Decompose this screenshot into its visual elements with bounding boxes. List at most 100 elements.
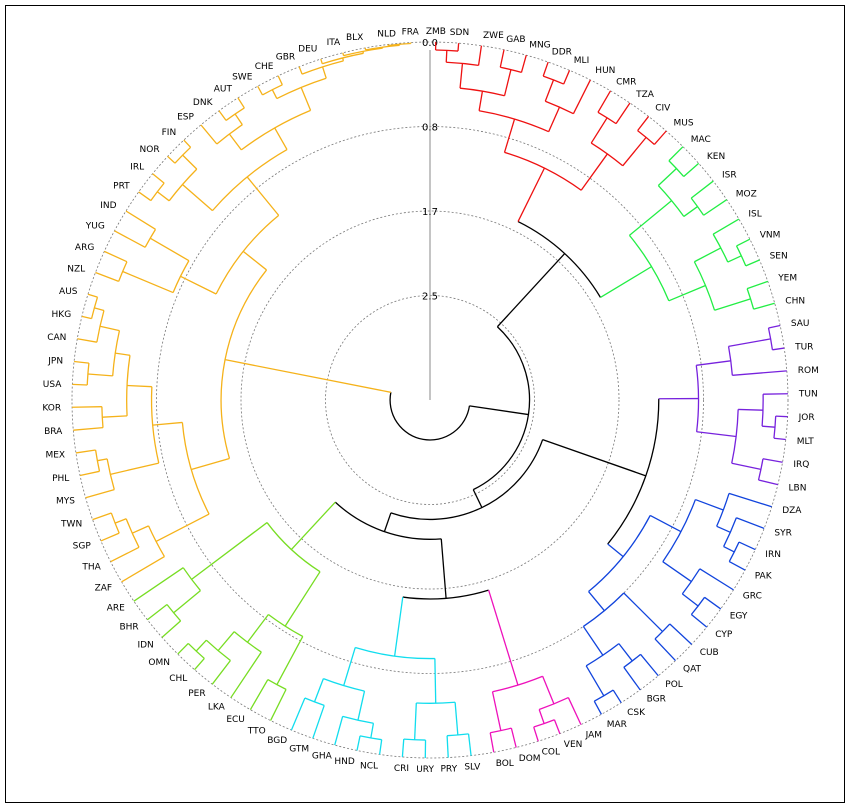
branch-segment [92,512,112,521]
leaf-label-sdn: SDN [450,28,469,38]
branch-segment [590,117,608,144]
branch-segment [472,489,483,508]
branch-arc [266,522,321,573]
leaf-label-fra: FRA [402,28,420,38]
branch-segment [156,191,170,202]
branch-arc [262,84,283,96]
branch-segment [276,636,304,685]
branch-arc [182,567,201,591]
leaf-label-isr: ISR [722,170,737,180]
branch-arc [504,151,582,191]
branch-arc [585,643,620,667]
branch-segment [459,63,464,89]
branch-segment [487,589,519,686]
leaf-label-twn: TWN [60,519,82,529]
leaf-label-tun: TUN [798,390,818,400]
leaf-label-ind: IND [100,201,116,211]
branch-arc [240,109,311,151]
branch-segment [567,697,582,725]
branch-segment [183,139,192,148]
branch-segment [467,733,472,756]
branch-segment [242,250,267,271]
leaf-label-mlt: MLT [797,437,815,447]
leaf-label-esp: ESP [177,112,194,122]
branch-arc [233,631,262,653]
branch-segment [269,689,287,721]
leaf-label-civ: CIV [655,104,671,114]
branch-arc [343,47,383,57]
branch-segment [477,45,483,66]
branch-segment [217,631,235,652]
branch-arc [106,458,115,490]
scale-ring [71,41,789,759]
leaf-label-qat: QAT [683,665,702,675]
branch-segment [155,513,210,543]
leaf-label-prt: PRT [113,182,130,192]
leaf-label-egy: EGY [730,611,748,621]
branch-segment [728,338,771,348]
leaf-label-ddr: DDR [552,48,572,58]
scale-tick-label: 2.5 [422,292,438,303]
branch-segment [542,61,549,77]
branch-arc [662,499,696,563]
leaf-label-mac: MAC [691,135,711,145]
branch-segment [161,620,182,638]
branch-segment [343,647,356,686]
branch-arc [389,392,471,441]
leaf-label-bgr: BGR [647,695,666,705]
branch-segment [503,69,512,96]
leaf-label-kor: KOR [42,404,61,414]
branch-arc [588,515,651,593]
branch-segment [87,293,98,298]
leaf-label-sgp: SGP [73,541,92,551]
branch-arc [590,142,624,167]
branch-segment [768,324,781,329]
leaf-label-vnm: VNM [760,230,781,240]
branch-arc [86,363,90,386]
leaf-label-lbn: LBN [789,483,807,493]
branch-segment [246,176,280,216]
branch-segment [582,626,604,656]
leaf-label-jpn: JPN [47,356,63,366]
branch-segment [191,457,230,471]
branch-arc [533,719,555,728]
branch-segment [100,532,120,542]
leaf-label-gbr: GBR [276,53,295,63]
branch-segment [510,728,517,748]
branch-arc [390,439,544,520]
branch-arc [637,130,655,145]
branch-arc [517,221,601,298]
branch-segment [342,52,345,56]
leaf-label-nzl: NZL [67,265,85,275]
branch-arc [478,110,549,133]
leaf-label-chl: CHL [169,674,187,684]
branch-segment [257,85,264,96]
branch-segment [284,571,321,627]
leaf-label-blx: BLX [346,33,363,43]
branch-segment [334,716,344,746]
leaf-label-jam: JAM [585,731,602,741]
branch-arc [126,355,131,416]
leaf-label-cmr: CMR [616,77,636,87]
branch-segment [102,415,128,418]
branch-arc [276,77,327,100]
branch-segment [533,726,539,742]
branch-segment [618,643,633,662]
branch-segment [563,70,571,85]
leaf-label-bra: BRA [44,427,63,437]
branch-segment [716,525,731,533]
branch-segment [383,512,392,532]
branch-arc [403,738,426,741]
branch-segment [746,280,768,290]
branch-segment [74,360,89,364]
branch-segment [690,613,708,628]
leaf-label-dza: DZA [782,506,802,516]
branch-arc [543,75,564,85]
branch-segment [195,639,207,652]
branch-arc [628,234,670,302]
branch-segment [681,593,699,607]
leaf-label-gtm: GTM [289,745,309,755]
scale-ring [325,295,535,505]
leaf-label-cub: CUB [700,648,719,658]
